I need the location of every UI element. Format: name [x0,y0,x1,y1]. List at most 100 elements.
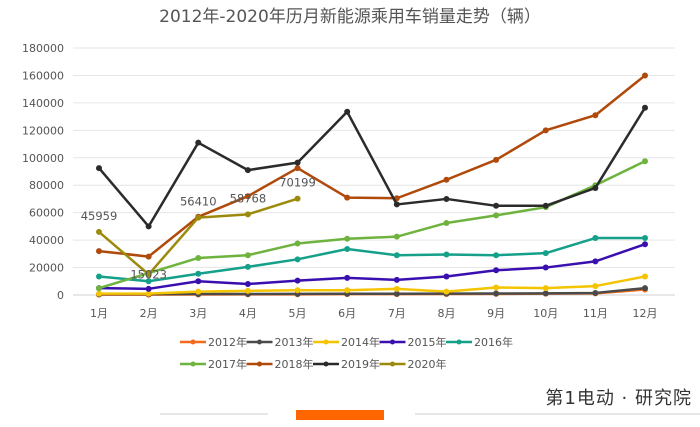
x-tick-label: 3月 [189,307,207,320]
data-point [642,235,648,242]
y-tick-label: 120000 [22,124,64,137]
legend-marker [390,339,395,345]
x-tick-label: 12月 [633,307,658,320]
x-tick-label: 1月 [90,307,108,320]
data-point [443,219,450,226]
data-point [244,193,251,200]
y-tick-label: 80000 [29,179,64,192]
legend-label[interactable]: 2015年 [408,335,447,349]
data-point [145,290,152,297]
data-point [443,288,450,295]
data-point [244,263,251,270]
data-point [344,108,351,115]
data-point [493,212,500,219]
legend-label[interactable]: 2016年 [474,335,513,349]
data-point [592,283,599,290]
data-point [145,223,152,230]
legend-label[interactable]: 2012年 [208,335,247,349]
accent-bar [296,410,384,420]
data-point [294,287,301,294]
data-point [195,254,202,261]
data-point [642,104,648,111]
data-point [195,214,202,221]
data-point [344,246,351,253]
series-line-2014年 [99,275,646,295]
data-point [244,287,251,294]
data-point [642,273,648,280]
x-tick-label: 6月 [338,307,356,320]
data-point [443,251,450,258]
data-point [344,194,351,201]
legend-label[interactable]: 2014年 [341,335,380,349]
data-point [244,167,251,174]
legend-marker [190,361,196,367]
data-point [294,159,301,166]
data-point [542,290,549,297]
data-point [244,211,251,218]
chart-title: 2012年-2020年历月新能源乘用车销量走势（辆） [159,7,541,27]
data-point [244,281,251,288]
data-point [195,288,202,295]
data-point [592,112,599,119]
y-tick-label: 60000 [29,207,64,220]
data-label: 56410 [180,195,217,209]
x-tick-label: 11月 [583,307,608,320]
series-line-2015年 [98,243,646,291]
data-point [592,184,599,191]
legend-marker [390,361,395,367]
data-point [642,158,648,165]
data-label: 45959 [81,209,118,223]
data-point [145,253,152,260]
x-tick-label: 5月 [289,307,307,320]
data-point [542,285,549,292]
data-point [145,285,152,292]
brand-logo: 第1电动 · 研究院 [545,388,692,409]
data-point [294,165,301,172]
data-point [542,127,549,134]
data-point [145,278,152,285]
data-point [96,165,102,172]
legend-label[interactable]: 2019年 [341,357,380,371]
data-point [294,240,301,247]
series-line-2013年 [99,286,646,296]
series-line-2018年 [98,74,646,258]
data-point [592,289,599,296]
data-point [393,252,400,259]
legend-label[interactable]: 2020年 [408,357,447,371]
data-point [443,195,450,202]
data-point [393,276,400,283]
y-tick-label: 140000 [22,97,64,110]
data-point [592,258,599,265]
x-tick-label: 9月 [487,307,505,320]
data-point [493,252,500,259]
legend-label[interactable]: 2018年 [275,357,314,371]
data-point [642,72,648,79]
legend-marker [323,361,329,367]
legend-marker [257,361,262,367]
data-point [195,139,202,146]
data-point [393,285,400,292]
data-point [493,290,500,297]
x-tick-label: 8月 [437,307,455,320]
y-tick-label: 0 [57,289,64,302]
data-point [642,285,648,292]
data-point [542,250,549,257]
data-point [195,278,202,285]
data-point [493,156,500,163]
data-point [294,195,301,202]
data-point [294,277,301,284]
data-point [96,290,102,297]
x-tick-label: 2月 [140,307,158,320]
legend-label[interactable]: 2013年 [275,335,314,349]
legend-marker [257,339,262,345]
data-point [493,267,500,274]
series-line-2019年 [98,107,647,228]
legend-label[interactable]: 2017年 [208,357,247,371]
data-point [542,264,549,271]
x-tick-label: 10月 [533,307,558,320]
data-label: 70199 [279,176,316,190]
data-point [96,228,102,235]
x-tick-label: 7月 [388,307,406,320]
data-point [393,233,400,240]
